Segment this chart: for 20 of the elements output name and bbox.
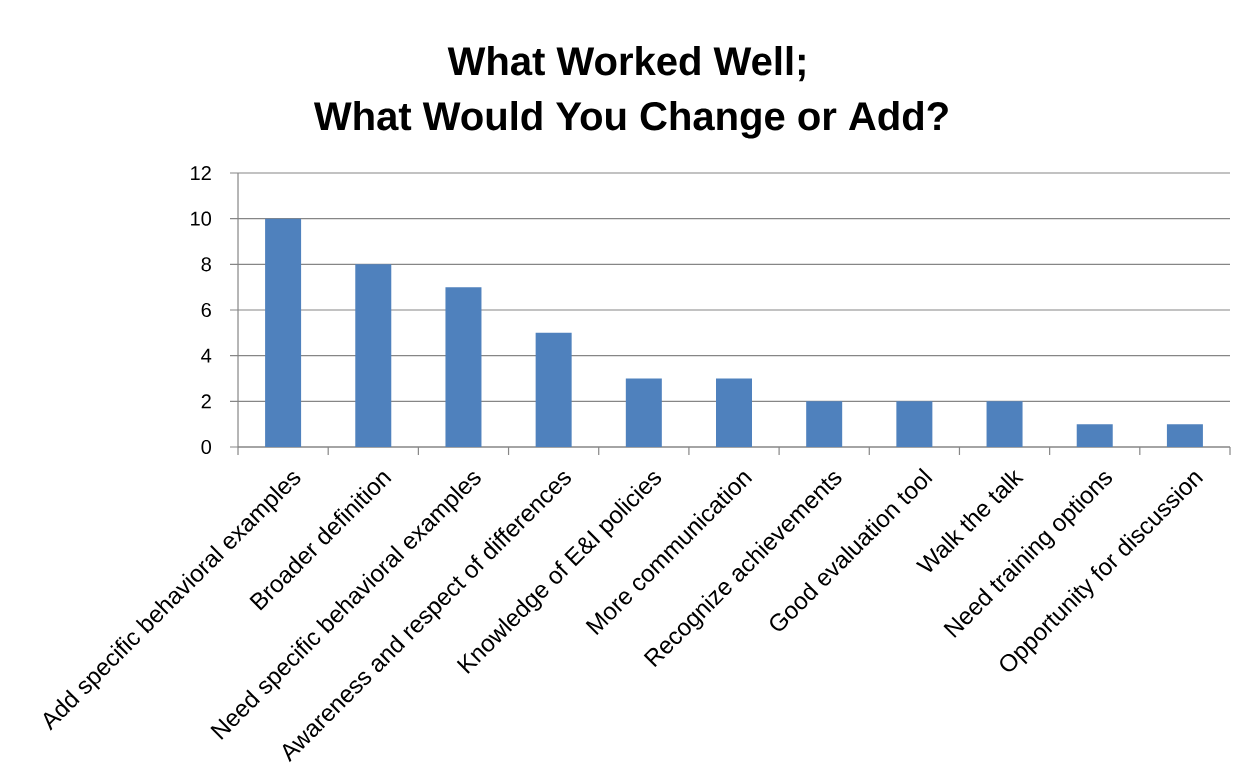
bar [1076,424,1113,447]
bar [896,401,933,447]
y-tick-label: 2 [201,394,211,409]
bar [445,287,482,447]
bar [986,401,1023,447]
y-tick-label: 0 [201,439,212,455]
bar [1166,424,1203,447]
bar [535,332,572,447]
y-tick-label: 6 [201,302,211,318]
y-tick-label: 10 [191,211,212,226]
y-tick-label: 4 [201,348,212,363]
y-tick-label: 12 [191,166,211,180]
bar [625,378,662,447]
bar [806,401,843,447]
chart-subtitle: What Would You Change or Add? [313,101,948,139]
y-tick-label: 8 [201,257,211,272]
bar [355,264,392,447]
bar [716,378,753,447]
chart-title: What Worked Well; [447,46,805,82]
bar [265,218,302,447]
